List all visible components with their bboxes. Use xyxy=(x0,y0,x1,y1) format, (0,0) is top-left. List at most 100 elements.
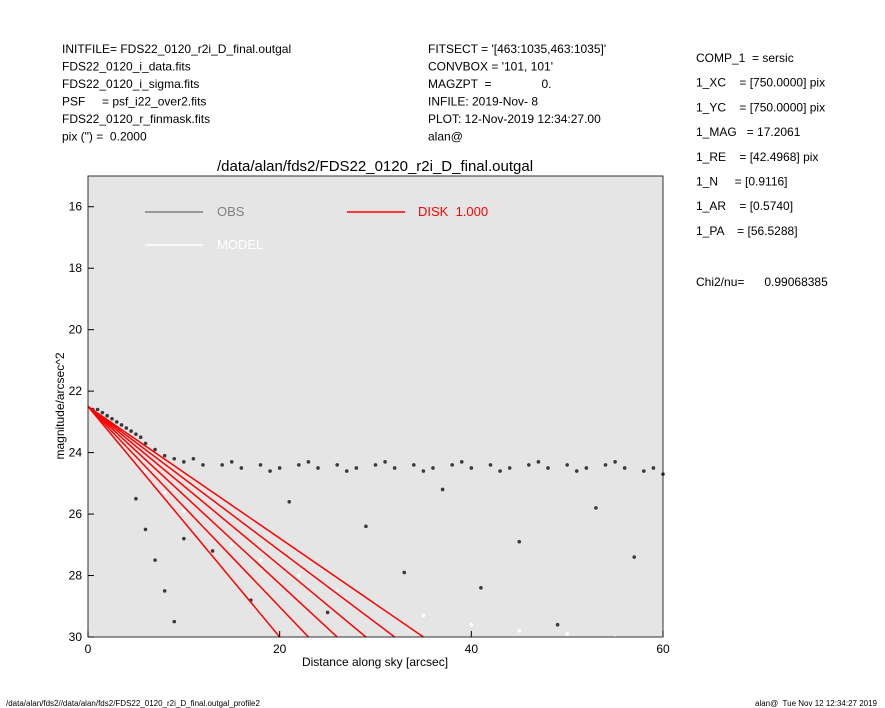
obs-point xyxy=(153,558,157,562)
disk-line xyxy=(87,405,424,638)
obs-point xyxy=(613,460,617,464)
obs-point xyxy=(110,416,114,421)
obs-point xyxy=(412,463,416,467)
obs-point xyxy=(335,463,339,467)
obs-point xyxy=(258,463,263,467)
model-point xyxy=(565,632,569,636)
obs-point xyxy=(277,466,282,470)
legend-label: MODEL xyxy=(217,237,263,252)
obs-point xyxy=(488,463,493,467)
y-tick-label: 20 xyxy=(69,323,83,337)
obs-point xyxy=(220,463,224,467)
header-right-line: 1_XC = [750.0000] pix xyxy=(696,76,825,90)
model-point xyxy=(182,509,186,513)
obs-point xyxy=(584,466,589,470)
obs-point xyxy=(642,469,646,473)
obs-point xyxy=(287,499,292,504)
header-middle-line: PLOT: 12-Nov-2019 12:34:27.00 xyxy=(428,112,601,126)
obs-point xyxy=(622,466,627,470)
x-tick-label: 40 xyxy=(465,642,479,656)
y-axis-label: magnitude/arcsec^2 xyxy=(53,352,67,459)
plot-frame xyxy=(87,175,664,638)
obs-point xyxy=(555,622,560,627)
obs-point xyxy=(651,466,656,470)
obs-point xyxy=(162,453,167,458)
obs-point xyxy=(119,423,124,427)
obs-point xyxy=(297,463,301,467)
header-right-line: COMP_1 = sersic xyxy=(696,51,794,65)
y-tick-label: 22 xyxy=(69,384,83,398)
obs-point xyxy=(373,463,378,467)
obs-point xyxy=(344,469,349,473)
x-tick-label: 20 xyxy=(273,642,287,656)
model-point xyxy=(335,589,339,593)
y-tick-label: 16 xyxy=(69,200,83,214)
obs-point xyxy=(229,460,234,464)
obs-point xyxy=(143,527,148,532)
header-left-line: INITFILE= FDS22_0120_r2i_D_final.outgal xyxy=(62,42,291,56)
obs-point xyxy=(268,469,272,473)
obs-point xyxy=(182,460,186,464)
y-tick-label: 28 xyxy=(69,569,83,583)
model-point xyxy=(162,490,167,495)
chart-title: /data/alan/fds2/FDS22_0120_r2i_D_final.o… xyxy=(217,158,533,175)
header-right-line: 1_AR = [0.5740] xyxy=(696,199,793,213)
header-left-line: FDS22_0120_i_data.fits xyxy=(62,60,191,74)
header-left-line: FDS22_0120_r_finmask.fits xyxy=(62,112,210,126)
obs-point xyxy=(498,469,502,473)
obs-point xyxy=(507,466,512,470)
obs-point xyxy=(316,466,320,470)
x-tick-label: 0 xyxy=(85,642,92,656)
obs-point xyxy=(594,506,598,510)
obs-point xyxy=(129,429,133,433)
obs-point xyxy=(143,441,148,446)
obs-point xyxy=(239,466,244,470)
obs-point xyxy=(354,466,359,470)
header-middle-line: alan@ xyxy=(428,130,463,144)
model-point xyxy=(517,629,522,633)
model-point xyxy=(469,622,474,627)
obs-point xyxy=(182,536,186,541)
header-right-line: 1_N = [0.9116] xyxy=(696,175,788,189)
obs-point xyxy=(469,466,474,470)
obs-point xyxy=(100,410,105,415)
model-point xyxy=(258,558,263,562)
obs-point xyxy=(114,420,119,424)
y-tick-label: 26 xyxy=(69,507,83,521)
header-left-line: FDS22_0120_i_sigma.fits xyxy=(62,77,199,91)
y-tick-label: 18 xyxy=(69,261,83,275)
obs-point xyxy=(134,496,138,501)
legend-label: OBS xyxy=(217,204,245,219)
obs-point xyxy=(306,460,311,464)
obs-point xyxy=(632,555,637,559)
obs-point xyxy=(565,463,569,467)
disk-line xyxy=(87,405,367,638)
obs-point xyxy=(191,456,196,461)
obs-point xyxy=(527,463,531,467)
model-point xyxy=(229,543,234,547)
obs-point xyxy=(172,619,177,624)
footer-right: alan@ Tue Nov 12 12:34:27 2019 xyxy=(755,699,878,708)
obs-point xyxy=(201,463,205,467)
x-axis-label: Distance along sky [arcsec] xyxy=(302,655,448,669)
obs-point xyxy=(479,586,483,590)
header-middle-line: INFILE: 2019-Nov- 8 xyxy=(428,95,538,109)
header-left-line: pix (") = 0.2000 xyxy=(62,130,147,144)
obs-point xyxy=(450,463,454,467)
header-middle-line: FITSECT = '[463:1035,463:1035]' xyxy=(428,42,606,56)
obs-point xyxy=(431,466,435,470)
obs-point xyxy=(574,469,579,473)
obs-point xyxy=(172,456,177,461)
disk-line xyxy=(87,406,281,638)
disk-line xyxy=(87,405,338,638)
header-right-line: Chi2/nu= 0.99068385 xyxy=(696,275,828,289)
obs-point xyxy=(603,463,608,467)
obs-point xyxy=(383,460,387,464)
legend-label: DISK 1.000 xyxy=(418,204,488,219)
obs-point xyxy=(124,426,129,430)
footer-left: /data/alan/fds2//data/alan/fds2/FDS22_01… xyxy=(6,699,261,708)
obs-point xyxy=(364,524,368,529)
model-point xyxy=(297,573,301,578)
